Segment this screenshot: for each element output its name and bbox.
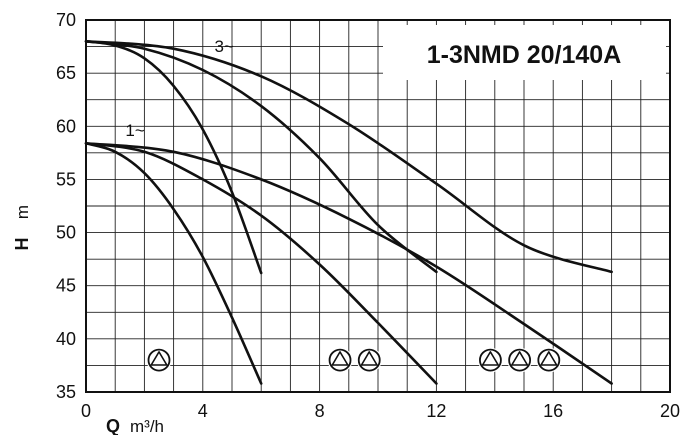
title-background	[383, 25, 666, 80]
x-tick-label: 20	[660, 401, 680, 421]
x-tick-labels: 0 4 8 12 16 20	[81, 401, 680, 421]
curve-label: 3~	[214, 37, 233, 56]
y-tick-label: 60	[56, 116, 76, 136]
pump-symbol-icon	[356, 347, 382, 373]
y-axis-unit: m	[13, 205, 32, 219]
curve-label: 1~	[125, 121, 144, 140]
y-tick-labels: 35 40 45 50 55 60 65 70	[56, 10, 76, 402]
pump-symbols	[146, 347, 562, 373]
pump-symbol-icon	[327, 347, 353, 373]
curve-three-phase-2-pump	[84, 40, 438, 274]
pump-symbol-icon	[477, 347, 503, 373]
y-tick-label: 45	[56, 276, 76, 296]
pump-symbol-icon	[507, 347, 533, 373]
y-tick-label: 65	[56, 63, 76, 83]
curve-labels: 3~ 1~	[125, 37, 234, 140]
x-tick-label: 0	[81, 401, 91, 421]
y-tick-label: 35	[56, 382, 76, 402]
x-tick-label: 16	[543, 401, 563, 421]
y-tick-label: 40	[56, 329, 76, 349]
chart-title: 1-3NMD 20/140A	[427, 41, 622, 69]
x-axis-symbol: Q	[106, 416, 120, 435]
pump-symbol-icon	[536, 347, 562, 373]
plot-frame	[85, 19, 671, 393]
curve-single-phase-1-pump	[84, 142, 263, 385]
x-axis-unit: m³/h	[130, 417, 164, 435]
curve-three-phase-3-pump	[84, 40, 613, 274]
y-tick-label: 55	[56, 169, 76, 189]
curve-single-phase-3-pump	[84, 142, 613, 385]
y-tick-label: 50	[56, 223, 76, 243]
y-tick-label: 70	[56, 10, 76, 30]
x-tick-label: 4	[198, 401, 208, 421]
pump-symbol-icon	[146, 347, 172, 373]
x-tick-label: 8	[315, 401, 325, 421]
curve-single-phase-2-pump	[84, 142, 438, 385]
x-tick-label: 12	[426, 401, 446, 421]
y-axis-symbol: H	[12, 238, 32, 251]
title-box: 1-3NMD 20/140A	[383, 25, 666, 80]
curves	[84, 40, 613, 385]
